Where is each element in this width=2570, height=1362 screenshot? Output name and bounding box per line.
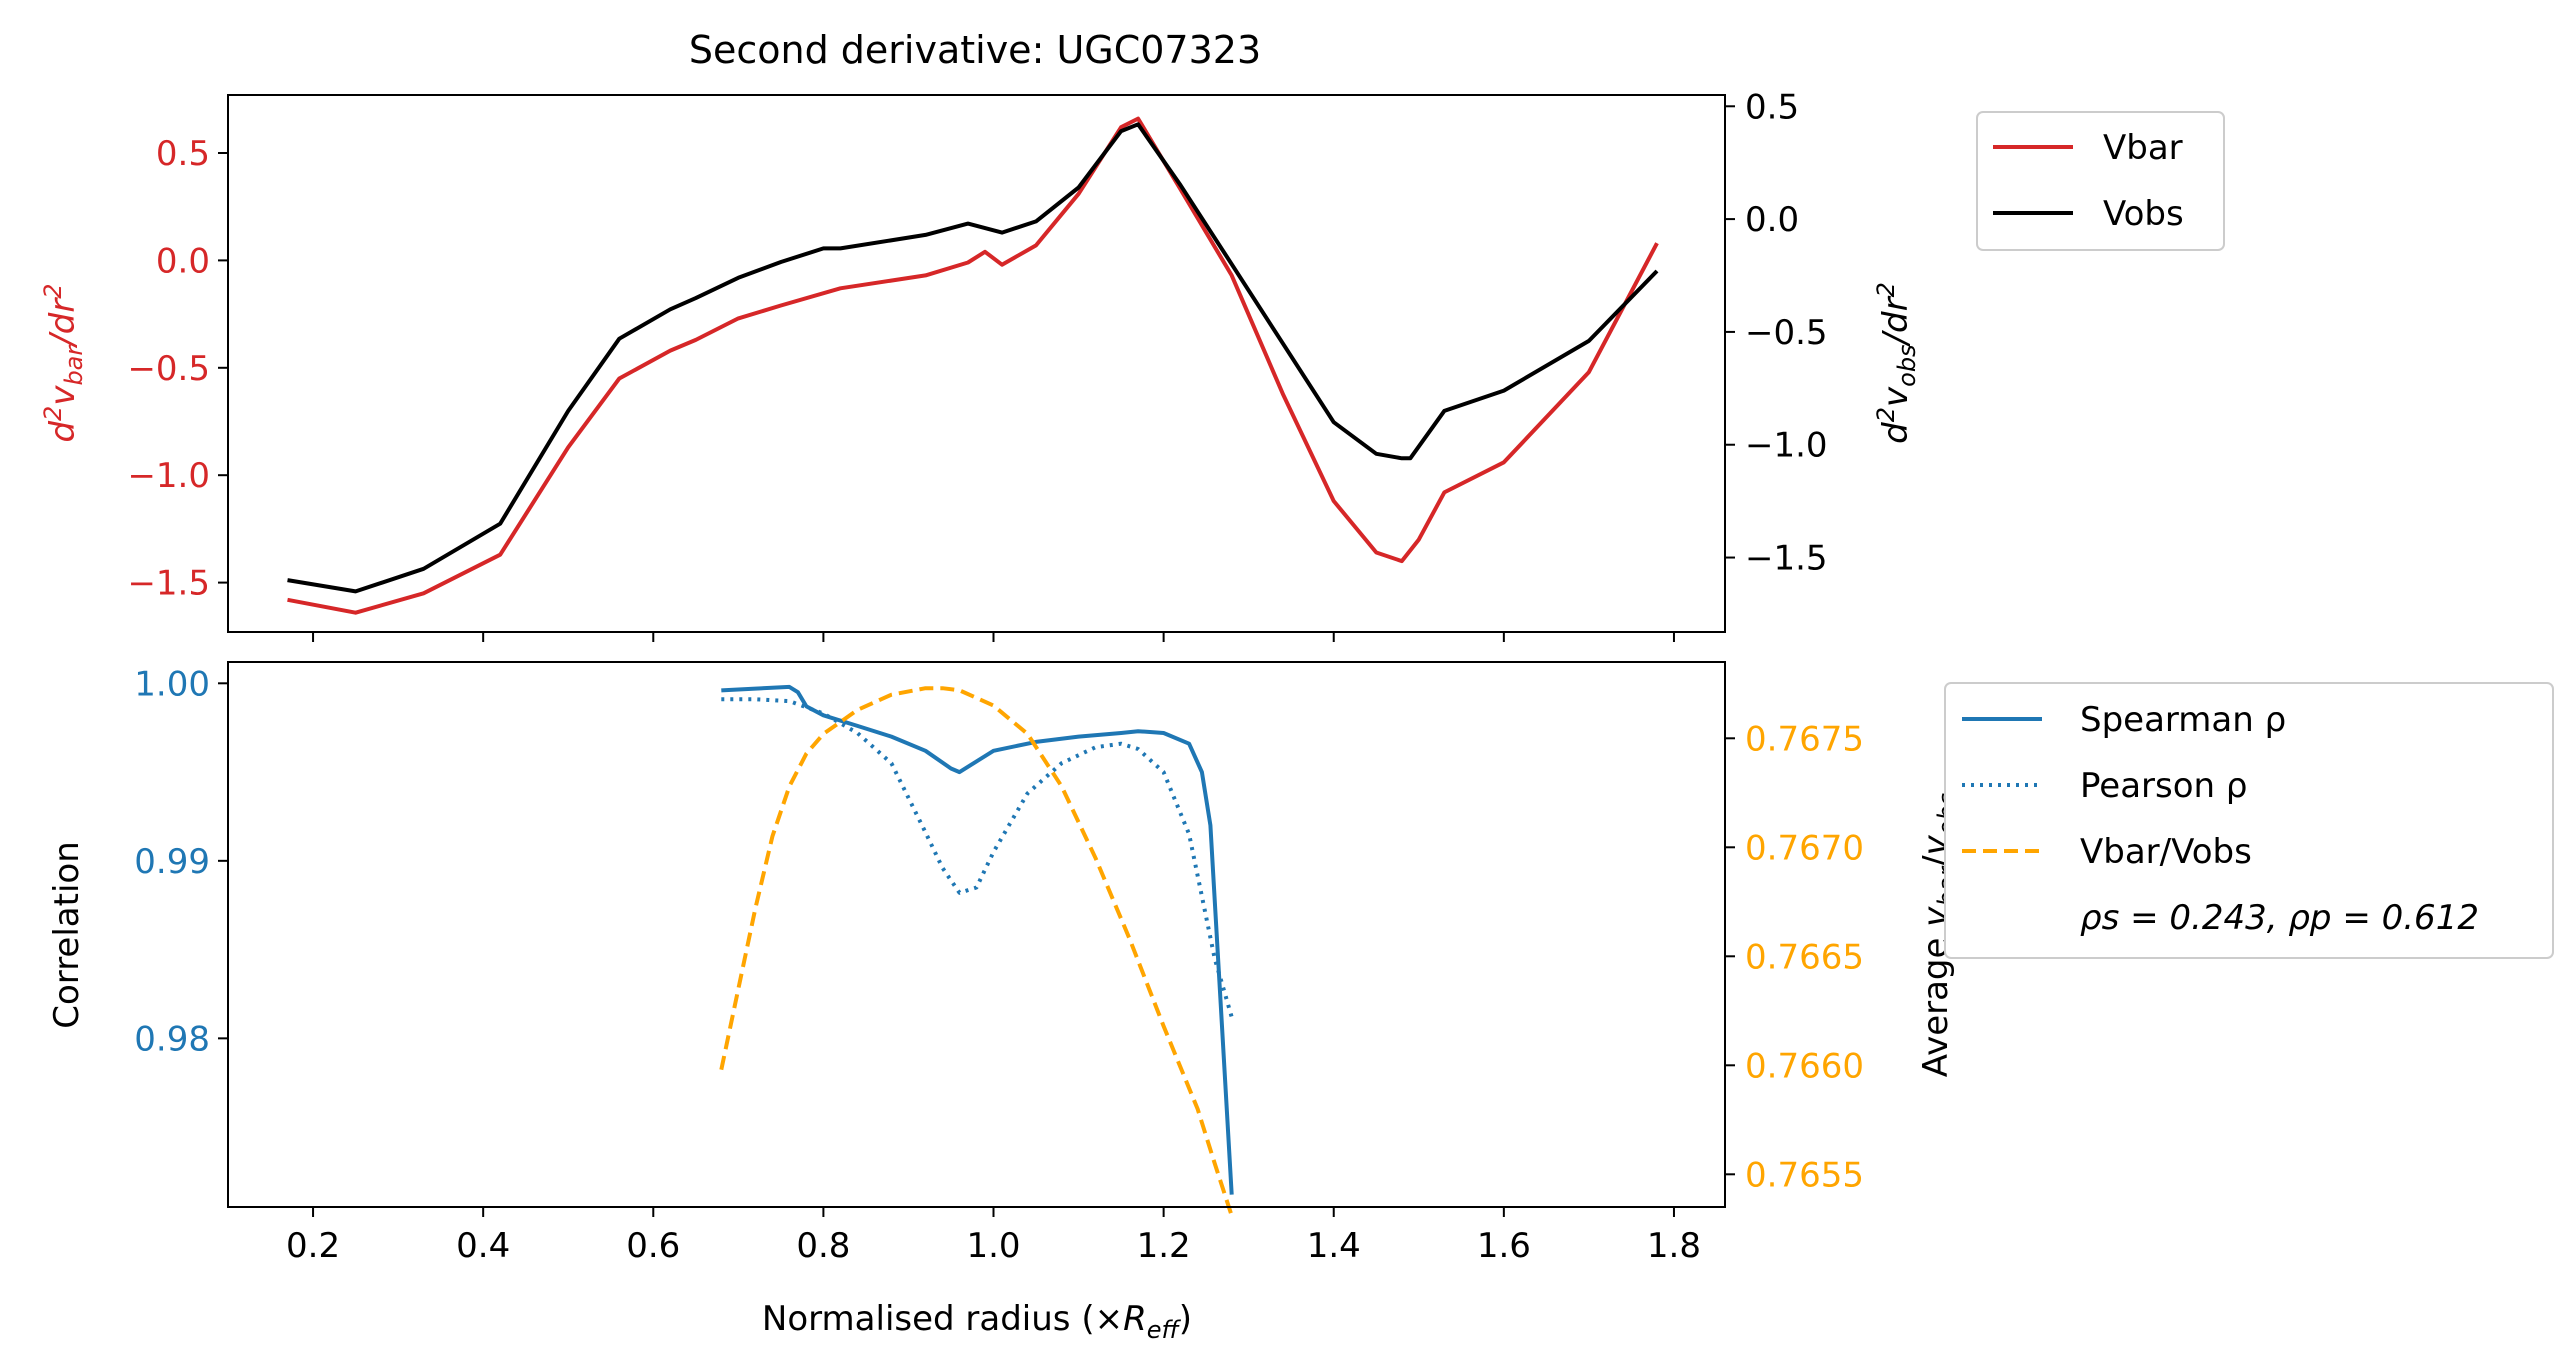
bottom-x-ticks: 0.2 0.4 0.6 0.8 1.0 1.2 1.4 1.6 1.8 <box>286 1207 1701 1266</box>
top-left-y-tick-label: 0.5 <box>156 134 210 174</box>
bottom-left-axis-label: Correlation <box>47 841 87 1028</box>
bottom-right-ticks: 0.7675 0.7670 0.7665 0.7660 0.7655 <box>1725 719 1864 1195</box>
legend-vobs-label: Vobs <box>2103 194 2184 234</box>
bottom-left-ticks: 1.00 0.99 0.98 <box>134 664 228 1059</box>
legend-pearson-label: Pearson ρ <box>2080 766 2247 806</box>
top-right-axis-label: d2vobs/dr2 <box>1872 282 1921 444</box>
top-left-y-tick-label: −1.5 <box>127 564 210 604</box>
top-right-y-tick-label: 0.5 <box>1745 87 1799 127</box>
legend-ratio-label: Vbar/Vobs <box>2080 832 2252 872</box>
bottom-x-tick-label: 0.2 <box>286 1226 340 1266</box>
top-panel: 0.5 0.0 −0.5 −1.0 −1.5 0.5 0.0 −0.5 −1.0 −1.5 d2… <box>39 87 2225 642</box>
top-left-axis-label: d2vbar/dr2 <box>39 283 88 442</box>
top-plot-frame <box>227 94 1726 633</box>
bottom-x-tick-label: 1.8 <box>1647 1226 1701 1266</box>
top-left-ticks: 0.5 0.0 −0.5 −1.0 −1.5 <box>127 134 228 604</box>
bottom-right-y-tick-label: 0.7670 <box>1745 828 1864 868</box>
legend-spearman-label: Spearman ρ <box>2080 700 2286 740</box>
top-right-y-tick-label: 0.0 <box>1745 200 1799 240</box>
top-series-vbar-line <box>287 116 1659 615</box>
bottom-left-y-tick-label: 0.99 <box>134 842 210 882</box>
top-series-group <box>287 116 1659 615</box>
bottom-left-y-tick-label: 1.00 <box>134 664 210 704</box>
bottom-x-tick-label: 1.6 <box>1477 1226 1531 1266</box>
bottom-plot-frame <box>227 661 1726 1208</box>
top-right-y-tick-label: −1.0 <box>1745 426 1828 466</box>
bottom-legend: Spearman ρ Pearson ρ Vbar/Vobs ρs = 0.24… <box>1944 682 2554 959</box>
bottom-series-pearson--line <box>721 697 1234 1018</box>
bottom-x-tick-label: 0.8 <box>796 1226 850 1266</box>
top-left-y-tick-label: 0.0 <box>156 241 210 281</box>
bottom-right-y-tick-label: 0.7660 <box>1745 1046 1864 1086</box>
bottom-x-tick-label: 0.6 <box>626 1226 680 1266</box>
bottom-right-y-tick-label: 0.7655 <box>1745 1155 1864 1195</box>
bottom-legend-box <box>1944 682 2554 959</box>
bottom-series-vbar-vobs-line <box>719 686 1234 1217</box>
bottom-left-y-tick-label: 0.98 <box>134 1019 210 1059</box>
legend-stats-text: ρs = 0.243, ρp = 0.612 <box>2080 898 2479 938</box>
bottom-x-tick-label: 1.4 <box>1307 1226 1361 1266</box>
bottom-series-group <box>719 684 1234 1217</box>
top-left-y-tick-label: −0.5 <box>127 349 210 389</box>
top-legend-box <box>1976 111 2225 251</box>
legend-vbar-label: Vbar <box>2103 128 2183 168</box>
bottom-series-spearman--line <box>721 684 1234 1195</box>
top-right-y-tick-label: −1.5 <box>1745 539 1828 579</box>
bottom-panel: 1.000.990.98 0.76750.76700.76650.76600.7… <box>47 661 2554 1344</box>
top-series-vobs-line <box>287 122 1659 594</box>
x-axis-label: Normalised radius (×Reff) <box>762 1299 1192 1344</box>
top-legend: Vbar Vobs <box>1976 111 2225 251</box>
top-right-ticks: 0.5 0.0 −0.5 −1.0 −1.5 <box>1725 87 1828 579</box>
bottom-x-tick-label: 1.0 <box>966 1226 1020 1266</box>
chart-title: Second derivative: UGC07323 <box>689 28 1261 72</box>
bottom-right-y-tick-label: 0.7675 <box>1745 719 1864 759</box>
bottom-x-tick-label: 1.2 <box>1137 1226 1191 1266</box>
top-x-ticks <box>312 632 1675 642</box>
top-left-y-tick-label: −1.0 <box>127 456 210 496</box>
bottom-right-y-tick-label: 0.7665 <box>1745 937 1864 977</box>
bottom-x-tick-label: 0.4 <box>456 1226 510 1266</box>
top-right-y-tick-label: −0.5 <box>1745 313 1828 353</box>
